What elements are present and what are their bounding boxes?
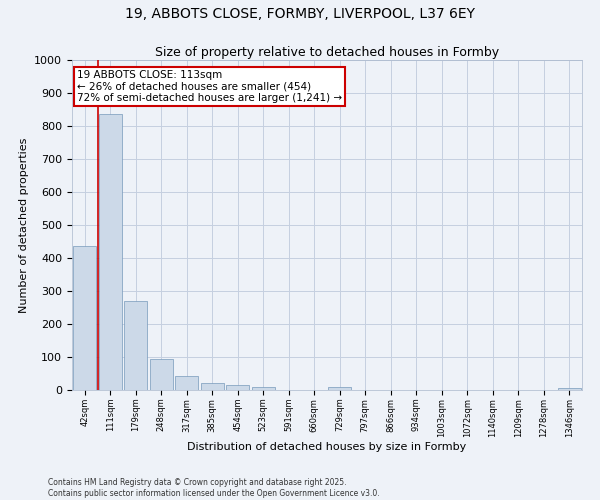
Bar xyxy=(73,246,96,390)
Bar xyxy=(150,358,173,390)
Bar xyxy=(201,384,224,390)
Text: 19 ABBOTS CLOSE: 113sqm
← 26% of detached houses are smaller (454)
72% of semi-d: 19 ABBOTS CLOSE: 113sqm ← 26% of detache… xyxy=(77,70,342,103)
Bar xyxy=(124,301,147,390)
Text: 19, ABBOTS CLOSE, FORMBY, LIVERPOOL, L37 6EY: 19, ABBOTS CLOSE, FORMBY, LIVERPOOL, L37… xyxy=(125,8,475,22)
Bar xyxy=(558,388,581,390)
Bar xyxy=(226,385,249,390)
Bar xyxy=(328,386,351,390)
Bar xyxy=(175,376,198,390)
Text: Contains HM Land Registry data © Crown copyright and database right 2025.
Contai: Contains HM Land Registry data © Crown c… xyxy=(48,478,380,498)
Title: Size of property relative to detached houses in Formby: Size of property relative to detached ho… xyxy=(155,46,499,59)
Y-axis label: Number of detached properties: Number of detached properties xyxy=(19,138,29,312)
Bar xyxy=(252,386,275,390)
X-axis label: Distribution of detached houses by size in Formby: Distribution of detached houses by size … xyxy=(187,442,467,452)
Bar xyxy=(99,114,122,390)
